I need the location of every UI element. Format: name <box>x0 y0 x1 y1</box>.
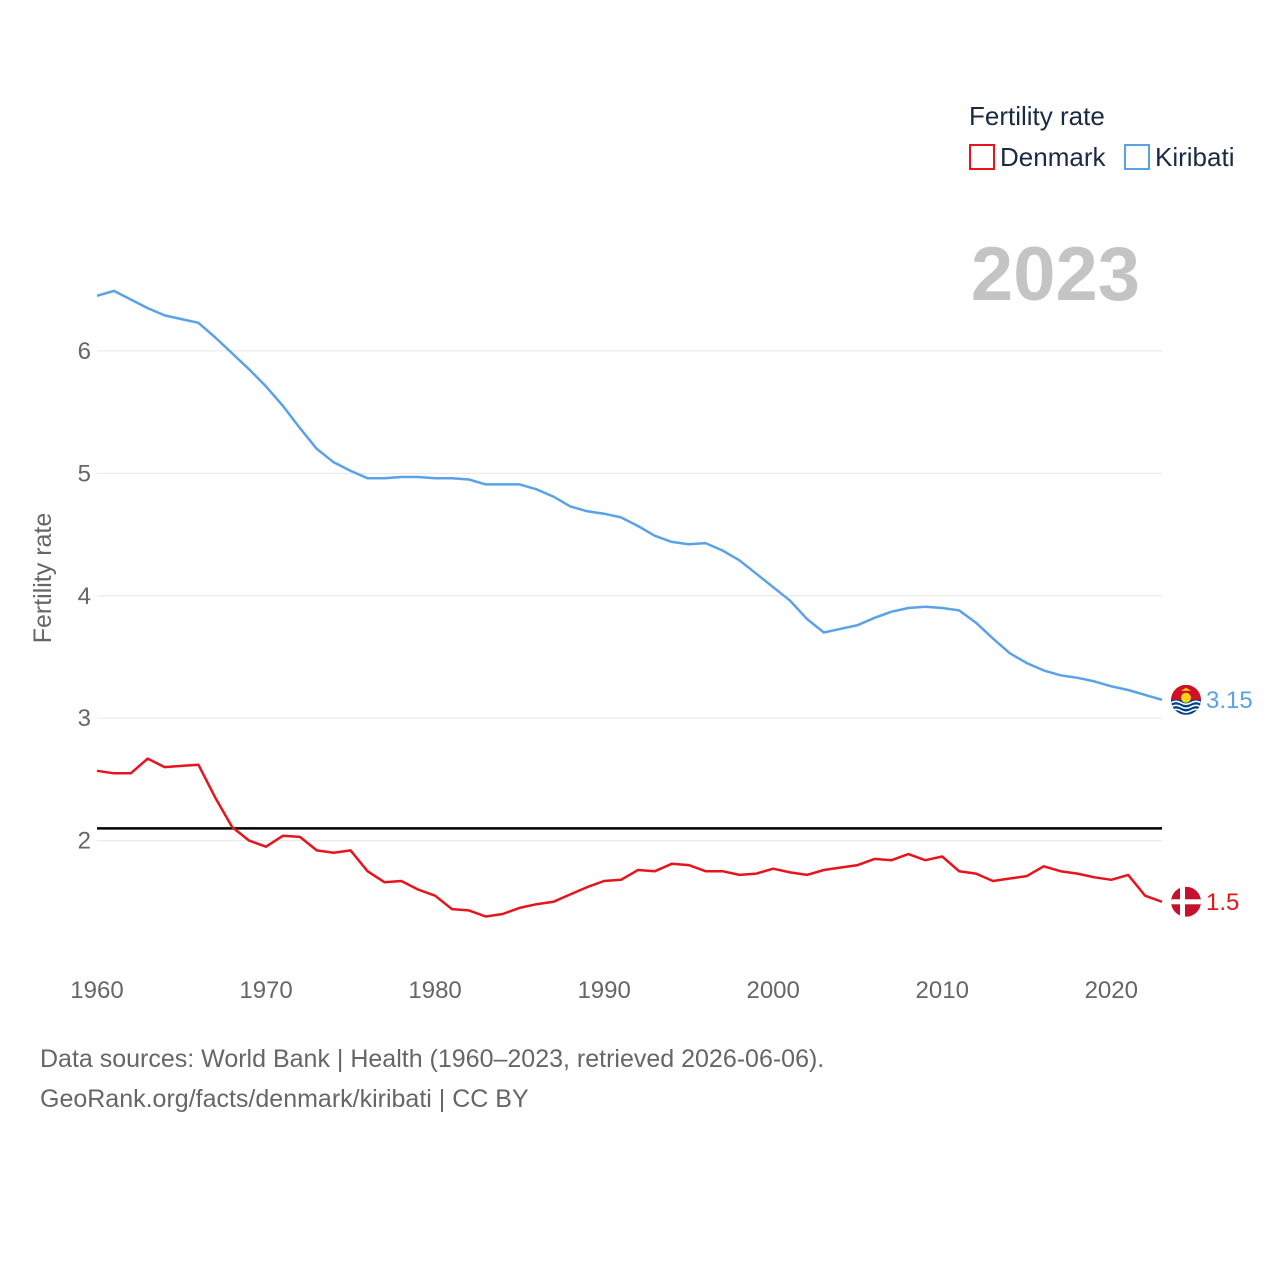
kiribati-flag-icon <box>1171 684 1201 715</box>
x-tick-1970: 1970 <box>239 977 292 1004</box>
x-tick-1980: 1980 <box>408 977 461 1004</box>
end-label-denmark: 1.5 <box>1206 889 1239 916</box>
series-line-kiribati[interactable] <box>96 289 1163 702</box>
y-tick-5: 5 <box>78 460 91 487</box>
y-tick-3: 3 <box>78 705 91 732</box>
y-axis-label: Fertility rate <box>29 513 57 644</box>
x-tick-2000: 2000 <box>746 977 799 1004</box>
legend-title: Fertility rate <box>969 101 1105 131</box>
legend-item-kiribati[interactable]: Kiribati <box>1124 142 1234 172</box>
y-tick-6: 6 <box>78 338 91 365</box>
series-lines <box>96 289 1163 918</box>
legend-swatch-denmark <box>969 144 995 170</box>
fertility-chart: Fertility rate Denmark Kiribati 2023 Fer… <box>29 101 1253 1004</box>
x-tick-1960: 1960 <box>70 977 123 1004</box>
denmark-flag-icon <box>1171 886 1201 917</box>
y-axis-ticks: 2 3 4 5 6 <box>78 338 91 855</box>
legend-label-kiribati: Kiribati <box>1155 142 1234 172</box>
legend-label-denmark: Denmark <box>1000 142 1106 172</box>
x-tick-2020: 2020 <box>1085 977 1138 1004</box>
footer-credit[interactable]: GeoRank.org/facts/denmark/kiribati | CC … <box>40 1085 529 1113</box>
footer-sources: Data sources: World Bank | Health (1960–… <box>40 1045 825 1073</box>
series-line-denmark[interactable] <box>96 757 1163 918</box>
x-tick-1990: 1990 <box>577 977 630 1004</box>
y-tick-2: 2 <box>78 828 91 855</box>
x-tick-2010: 2010 <box>916 977 969 1004</box>
legend: Fertility rate Denmark Kiribati <box>969 101 1234 172</box>
y-tick-4: 4 <box>78 583 91 610</box>
legend-item-denmark[interactable]: Denmark <box>969 142 1106 172</box>
gridlines <box>97 350 1162 842</box>
x-axis-ticks: 1960 1970 1980 1990 2000 2010 2020 <box>70 977 1138 1004</box>
year-watermark: 2023 <box>971 232 1140 317</box>
end-label-kiribati: 3.15 <box>1206 687 1253 714</box>
legend-swatch-kiribati <box>1124 144 1150 170</box>
end-markers: 1.5 3.15 <box>1171 684 1253 917</box>
